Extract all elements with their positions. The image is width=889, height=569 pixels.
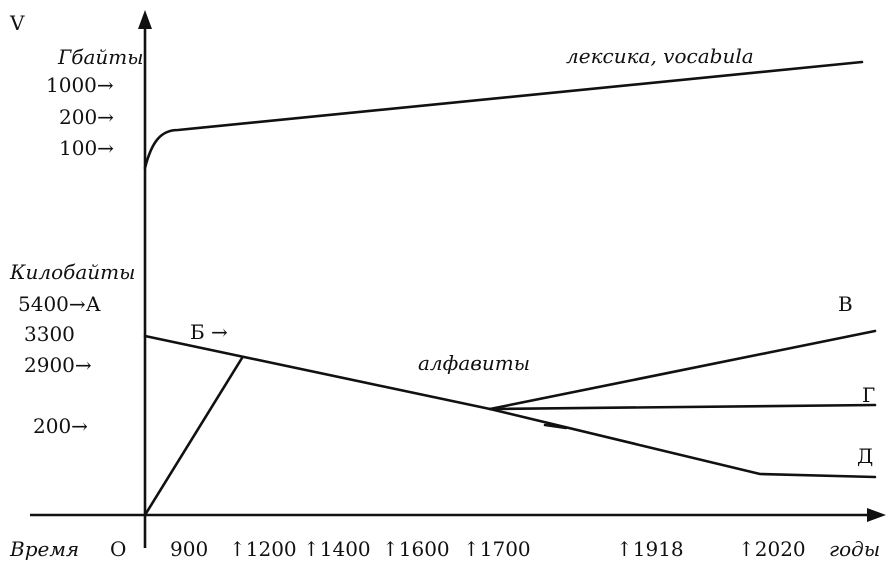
lower-tick-5400: 5400→А <box>18 292 101 316</box>
axes <box>30 10 886 548</box>
y-axis-name: V <box>9 11 25 35</box>
label-v: В <box>838 292 853 316</box>
label-g: Г <box>862 383 875 407</box>
unit-gigabytes: Гбайты <box>57 45 144 69</box>
alphabet-trunk-line <box>143 334 492 411</box>
lower-tick-200: 200→ <box>33 414 88 438</box>
label-alphabets: алфавиты <box>418 351 530 375</box>
x-tick-900: 900 <box>170 537 208 561</box>
y-axis-arrowhead <box>138 10 152 29</box>
label-lexicon: лексика, vocabula <box>566 44 754 68</box>
x-tick-1600: ↑1600 <box>382 537 450 561</box>
x-tick-2020: ↑2020 <box>738 537 806 561</box>
branch-d-tick <box>543 423 568 430</box>
label-d: Д <box>857 444 873 468</box>
branch-d-line <box>488 407 877 479</box>
upper-tick-200: 200→ <box>59 105 114 129</box>
x-axis-arrowhead <box>867 508 886 522</box>
lower-tick-2900: 2900→ <box>24 353 92 377</box>
upper-tick-1000: 1000→ <box>46 73 114 97</box>
x-tick-1400: ↑1400 <box>303 537 371 561</box>
x-tick-1918: ↑1918 <box>616 537 684 561</box>
branch-g-line <box>488 403 877 411</box>
x-axis-right-name: годы <box>829 537 880 561</box>
x-tick-1200: ↑1200 <box>229 537 297 561</box>
origin-label: О <box>110 537 126 561</box>
branch-v-line <box>488 329 877 411</box>
unit-kilobytes: Килобайты <box>9 260 135 284</box>
label-b: Б → <box>190 320 228 344</box>
branch-b-line <box>143 356 244 517</box>
upper-tick-100: 100→ <box>59 136 114 160</box>
lower-tick-3300: 3300 <box>24 322 75 346</box>
lexicon-curve <box>143 60 864 170</box>
x-tick-1700: ↑1700 <box>463 537 531 561</box>
x-axis-left-name: Время <box>9 537 79 561</box>
